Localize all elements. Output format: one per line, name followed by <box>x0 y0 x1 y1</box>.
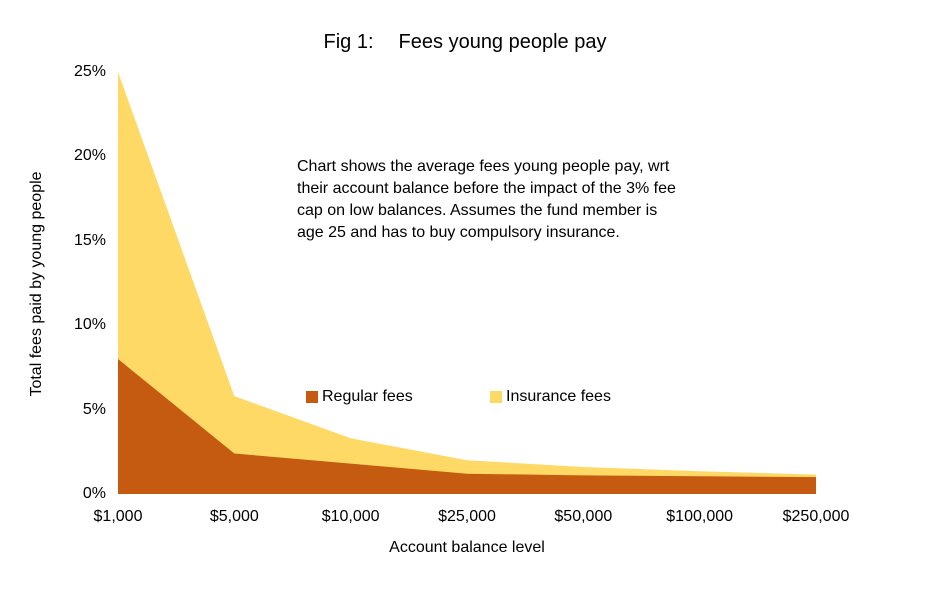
insurance-fees-swatch-icon <box>490 391 502 403</box>
x-tick-label: $50,000 <box>554 508 613 525</box>
regular-fees-area <box>118 359 816 494</box>
x-tick-label: $10,000 <box>321 508 380 525</box>
x-tick-label: $250,000 <box>782 508 850 525</box>
annotation-line: Chart shows the average fees young peopl… <box>297 158 670 175</box>
x-tick-label: $1,000 <box>93 508 143 525</box>
legend-item-insurance-fees: Insurance fees <box>490 387 611 407</box>
annotation-line: age 25 and has to buy compulsory insuran… <box>297 224 620 241</box>
y-tick-label: 20% <box>73 147 106 165</box>
x-tick-label: $100,000 <box>666 508 734 525</box>
chart-annotation: Chart shows the average fees young peopl… <box>297 156 676 244</box>
insurance-fees-area <box>118 72 816 494</box>
legend-item-regular-fees: Regular fees <box>306 387 413 407</box>
y-tick-label: 25% <box>73 63 106 80</box>
y-tick-label: 5% <box>82 400 106 418</box>
x-tick-label: $25,000 <box>438 508 496 525</box>
x-axis-title: Account balance level <box>389 539 545 556</box>
legend-label-insurance-fees: Insurance fees <box>506 388 611 405</box>
chart-title-text: Fees young people pay <box>398 31 607 53</box>
y-tick-label: 0% <box>82 485 106 502</box>
x-tick-label: $5,000 <box>209 508 259 525</box>
y-tick-label: 10% <box>73 316 106 334</box>
regular-fees-swatch-icon <box>306 391 318 403</box>
annotation-line: cap on low balances. Assumes the fund me… <box>297 202 658 219</box>
y-axis-ticks: 0% 5% 10% 15% 20% 25% <box>36 0 106 595</box>
chart-svg <box>118 72 816 494</box>
y-tick-label: 15% <box>73 231 106 249</box>
annotation-line: their account balance before the impact … <box>297 180 676 197</box>
chart-title-prefix: Fig 1: <box>323 31 374 53</box>
legend-label-regular-fees: Regular fees <box>322 388 413 405</box>
chart-title: Fig 1: Fees young people pay <box>0 31 930 54</box>
